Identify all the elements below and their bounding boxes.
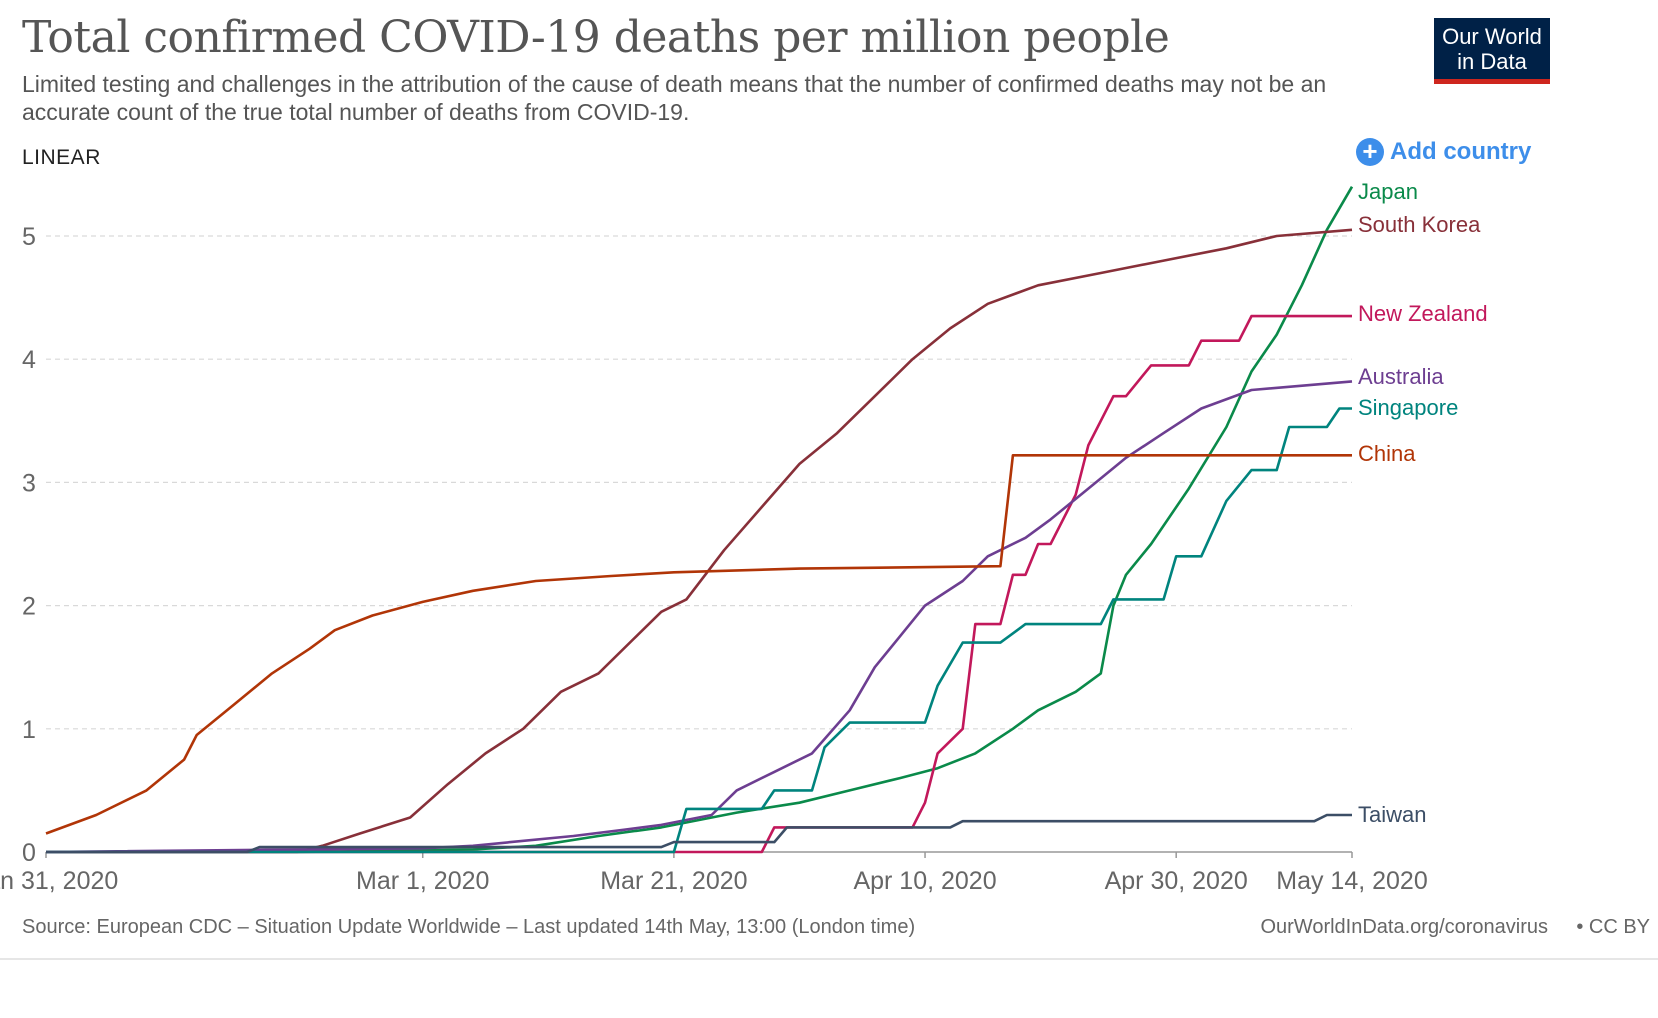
x-tick-label: Jan 31, 2020 bbox=[0, 867, 118, 895]
x-tick-label: Mar 1, 2020 bbox=[356, 867, 489, 895]
y-tick-label: 4 bbox=[22, 346, 36, 374]
logo-line-1: Our World bbox=[1442, 24, 1542, 49]
x-tick-label: Mar 21, 2020 bbox=[600, 867, 747, 895]
y-tick-label: 0 bbox=[22, 839, 36, 867]
series-label: South Korea bbox=[1358, 212, 1481, 237]
series-line-japan bbox=[46, 186, 1354, 854]
line-chart: 0 1 2 3 4 5 Jan 31, 2020 Mar 1, 2020 Mar 21, 202… bbox=[0, 179, 1488, 895]
series-line-south-korea bbox=[46, 228, 1353, 854]
series-label: China bbox=[1358, 441, 1416, 466]
footer-license: • CC BY bbox=[1576, 916, 1650, 938]
series-line-singapore bbox=[46, 407, 1352, 854]
footer-link[interactable]: OurWorldInData.org/coronavirus bbox=[1260, 916, 1548, 938]
y-tick-label: 5 bbox=[22, 223, 36, 251]
x-tick-label: Apr 10, 2020 bbox=[853, 867, 996, 895]
scale-toggle[interactable]: LINEAR bbox=[22, 146, 101, 169]
x-tick-label: Apr 30, 2020 bbox=[1105, 867, 1248, 895]
series-label: Japan bbox=[1358, 179, 1418, 204]
footer-divider bbox=[0, 958, 1658, 960]
series-label: Australia bbox=[1358, 364, 1444, 389]
chart-title: Total confirmed COVID-19 deaths per mill… bbox=[22, 12, 1170, 63]
series-label: Singapore bbox=[1358, 395, 1458, 420]
y-tick-label: 1 bbox=[22, 716, 36, 744]
logo-line-2: in Data bbox=[1457, 49, 1527, 74]
series-line-new-zealand bbox=[46, 314, 1352, 854]
y-tick-label: 2 bbox=[22, 593, 36, 621]
add-country-button[interactable]: + Add country bbox=[1356, 138, 1531, 166]
series-line-china bbox=[45, 454, 1352, 835]
series-label: New Zealand bbox=[1358, 301, 1488, 326]
y-tick-label: 3 bbox=[22, 469, 36, 497]
add-country-label: Add country bbox=[1390, 138, 1532, 165]
chart-subtitle: Limited testing and challenges in the at… bbox=[22, 71, 1327, 125]
series-line-taiwan bbox=[46, 813, 1352, 854]
series-line-australia bbox=[45, 380, 1353, 854]
series-label: Taiwan bbox=[1358, 802, 1426, 827]
footer-source: Source: European CDC – Situation Update … bbox=[22, 916, 916, 938]
owid-logo[interactable]: Our World in Data bbox=[1434, 18, 1550, 84]
x-tick-label: May 14, 2020 bbox=[1276, 867, 1428, 895]
plus-circle-icon: + bbox=[1356, 138, 1384, 166]
